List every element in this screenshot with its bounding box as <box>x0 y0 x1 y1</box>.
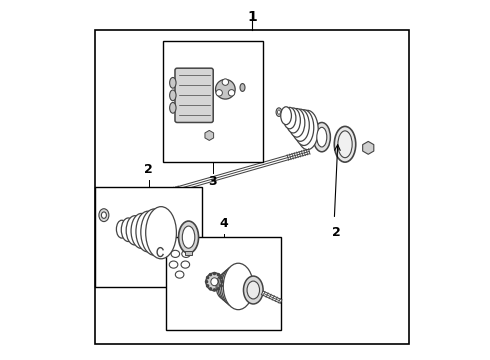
Text: 2: 2 <box>332 226 341 239</box>
Circle shape <box>205 281 208 283</box>
Circle shape <box>221 281 223 283</box>
Circle shape <box>207 276 209 279</box>
Ellipse shape <box>146 207 176 259</box>
Circle shape <box>213 289 216 291</box>
Text: 4: 4 <box>219 217 228 230</box>
Ellipse shape <box>297 111 318 150</box>
Ellipse shape <box>223 263 253 310</box>
Ellipse shape <box>101 212 106 219</box>
Ellipse shape <box>141 209 168 255</box>
Circle shape <box>220 285 222 287</box>
Ellipse shape <box>216 80 235 99</box>
Ellipse shape <box>218 271 237 302</box>
Ellipse shape <box>277 110 280 114</box>
Circle shape <box>216 90 222 96</box>
Ellipse shape <box>182 226 195 248</box>
Ellipse shape <box>292 109 309 141</box>
Ellipse shape <box>286 108 300 133</box>
Ellipse shape <box>170 103 176 113</box>
Bar <box>95 187 202 287</box>
Ellipse shape <box>117 220 127 238</box>
Ellipse shape <box>169 261 178 268</box>
Circle shape <box>228 90 235 96</box>
FancyBboxPatch shape <box>175 68 213 122</box>
Ellipse shape <box>211 278 218 286</box>
Ellipse shape <box>216 274 232 299</box>
Ellipse shape <box>289 109 305 137</box>
Ellipse shape <box>313 122 330 152</box>
Ellipse shape <box>220 269 243 304</box>
Ellipse shape <box>181 261 190 268</box>
Ellipse shape <box>131 213 152 248</box>
Bar <box>163 41 263 162</box>
Ellipse shape <box>334 126 356 162</box>
Ellipse shape <box>170 90 176 101</box>
Ellipse shape <box>283 107 296 129</box>
Ellipse shape <box>338 131 352 158</box>
Circle shape <box>209 288 212 290</box>
Ellipse shape <box>317 127 327 147</box>
Ellipse shape <box>99 209 109 222</box>
Ellipse shape <box>240 84 245 91</box>
Ellipse shape <box>126 216 144 245</box>
Ellipse shape <box>247 281 260 299</box>
Circle shape <box>217 274 220 276</box>
Ellipse shape <box>221 266 248 307</box>
Circle shape <box>209 274 212 276</box>
Text: 2: 2 <box>144 163 153 176</box>
Ellipse shape <box>170 77 176 88</box>
Circle shape <box>222 79 228 85</box>
Bar <box>95 30 409 344</box>
Ellipse shape <box>182 250 190 257</box>
Circle shape <box>220 276 222 279</box>
Circle shape <box>207 285 209 287</box>
Circle shape <box>217 288 220 290</box>
Ellipse shape <box>281 107 292 125</box>
Bar <box>185 251 192 255</box>
Ellipse shape <box>178 221 198 253</box>
Text: 3: 3 <box>209 175 217 188</box>
Ellipse shape <box>175 271 184 278</box>
Ellipse shape <box>276 108 282 116</box>
Ellipse shape <box>122 218 135 242</box>
Ellipse shape <box>294 110 314 145</box>
Bar <box>167 237 281 330</box>
Ellipse shape <box>136 211 160 252</box>
Circle shape <box>213 273 216 275</box>
Ellipse shape <box>244 276 263 304</box>
Ellipse shape <box>206 273 223 291</box>
Ellipse shape <box>171 250 180 257</box>
Text: 1: 1 <box>247 10 257 24</box>
